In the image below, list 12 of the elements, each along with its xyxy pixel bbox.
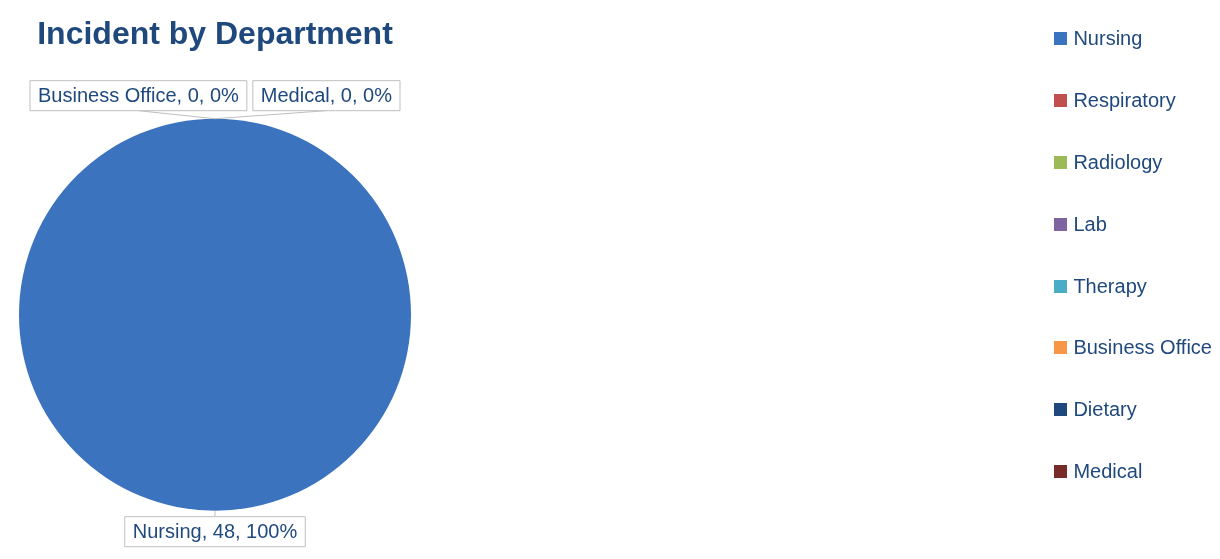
legend-label: Therapy bbox=[1073, 274, 1147, 298]
legend-label: Respiratory bbox=[1073, 89, 1176, 113]
legend-label: Dietary bbox=[1073, 398, 1137, 422]
data-label: Nursing, 48, 100% bbox=[132, 520, 298, 543]
legend-label: Business Office bbox=[1073, 336, 1212, 360]
chart-title: Incident by Department bbox=[37, 15, 394, 52]
legend-label: Medical bbox=[1073, 459, 1143, 483]
legend-label: Lab bbox=[1073, 212, 1107, 236]
text: Business Office, 0, 0% bbox=[37, 84, 239, 107]
text: Medical, 0, 0% bbox=[260, 84, 393, 107]
legend-label: Radiology bbox=[1073, 150, 1163, 174]
legend-label: Nursing bbox=[1073, 27, 1143, 51]
